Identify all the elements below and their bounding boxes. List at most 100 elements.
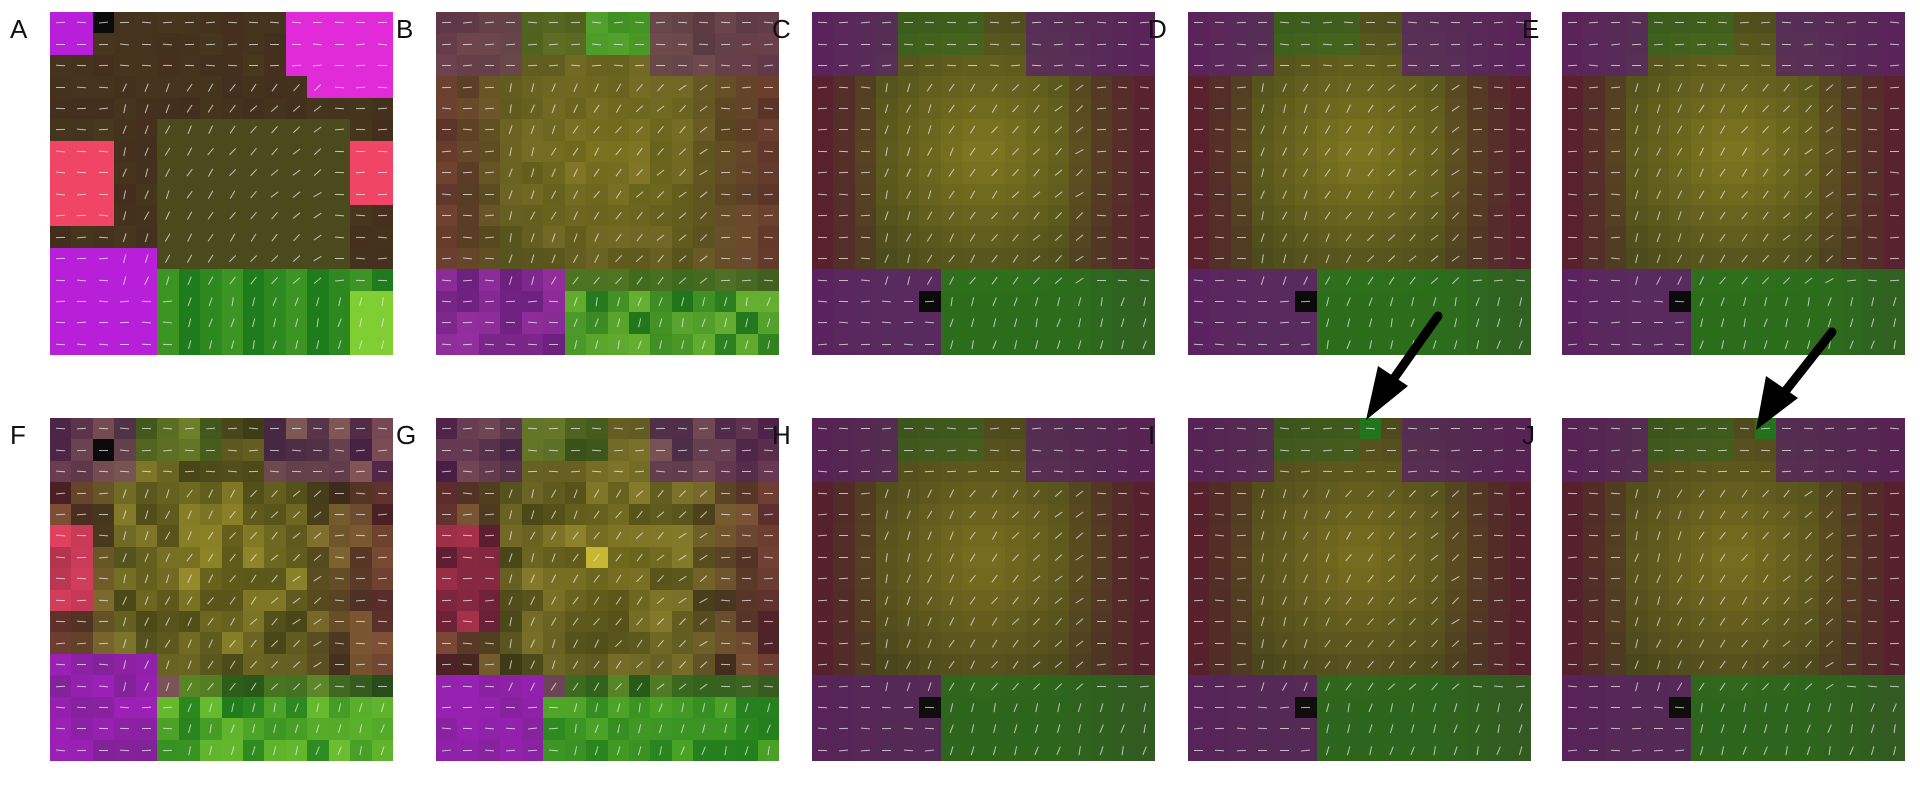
orientation-stroke bbox=[1388, 169, 1395, 176]
orientation-stroke bbox=[378, 578, 387, 580]
map-cell bbox=[876, 334, 897, 355]
map-cell bbox=[812, 632, 833, 653]
map-cell bbox=[833, 119, 854, 140]
orientation-stroke bbox=[1280, 728, 1289, 729]
map-cell bbox=[1295, 590, 1316, 611]
map-cell bbox=[650, 98, 671, 119]
map-cell bbox=[1069, 334, 1090, 355]
orientation-stroke bbox=[313, 43, 322, 45]
map-cell bbox=[672, 226, 693, 247]
map-cell bbox=[586, 226, 607, 247]
map-cell bbox=[1424, 547, 1445, 568]
map-cell bbox=[1295, 675, 1316, 696]
orientation-stroke bbox=[292, 597, 300, 603]
map-cell bbox=[93, 76, 114, 97]
map-cell bbox=[1048, 334, 1069, 355]
map-cell bbox=[812, 675, 833, 696]
orientation-stroke bbox=[1012, 618, 1020, 625]
map-cell bbox=[1338, 269, 1359, 290]
map-cell bbox=[307, 568, 328, 589]
orientation-stroke bbox=[295, 318, 298, 327]
map-cell bbox=[608, 461, 629, 482]
orientation-stroke bbox=[1782, 65, 1791, 66]
map-cell bbox=[1112, 611, 1133, 632]
map-cell bbox=[1048, 590, 1069, 611]
map-cell bbox=[1048, 226, 1069, 247]
orientation-stroke bbox=[1325, 682, 1330, 691]
panel-a-image bbox=[50, 12, 393, 355]
orientation-stroke bbox=[991, 212, 998, 219]
orientation-stroke bbox=[1783, 126, 1791, 133]
orientation-stroke bbox=[1430, 428, 1439, 429]
map-cell bbox=[179, 291, 200, 312]
map-cell bbox=[1091, 740, 1112, 761]
map-cell bbox=[1583, 291, 1604, 312]
map-cell bbox=[157, 418, 178, 439]
orientation-stroke bbox=[1826, 511, 1833, 518]
map-cell bbox=[629, 611, 650, 632]
map-cell bbox=[1112, 226, 1133, 247]
orientation-stroke bbox=[528, 43, 537, 45]
map-cell bbox=[941, 439, 962, 460]
map-cell bbox=[898, 226, 919, 247]
orientation-stroke bbox=[679, 212, 687, 219]
map-cell bbox=[372, 740, 393, 761]
orientation-stroke bbox=[1033, 191, 1041, 198]
map-cell bbox=[1424, 675, 1445, 696]
map-cell bbox=[286, 418, 307, 439]
orientation-stroke bbox=[1323, 428, 1332, 430]
orientation-stroke bbox=[882, 728, 891, 729]
map-cell bbox=[1734, 76, 1755, 97]
orientation-stroke bbox=[1347, 746, 1350, 755]
map-cell bbox=[1755, 547, 1776, 568]
map-cell bbox=[693, 205, 714, 226]
map-cell bbox=[1338, 334, 1359, 355]
orientation-stroke bbox=[927, 553, 932, 562]
map-cell bbox=[608, 718, 629, 739]
map-cell bbox=[1445, 12, 1466, 33]
map-cell bbox=[1069, 740, 1090, 761]
map-cell bbox=[329, 590, 350, 611]
map-cell bbox=[919, 675, 940, 696]
map-cell bbox=[543, 76, 564, 97]
map-cell bbox=[1488, 12, 1509, 33]
map-cell bbox=[1798, 162, 1819, 183]
orientation-stroke bbox=[1632, 344, 1641, 345]
orientation-stroke bbox=[1741, 126, 1748, 133]
orientation-stroke bbox=[638, 724, 641, 733]
map-cell bbox=[1005, 611, 1026, 632]
orientation-stroke bbox=[528, 22, 537, 24]
orientation-stroke bbox=[1301, 728, 1310, 729]
map-cell bbox=[1884, 12, 1905, 33]
orientation-stroke bbox=[1473, 664, 1482, 665]
orientation-stroke bbox=[293, 554, 300, 561]
map-cell bbox=[114, 482, 135, 503]
map-cell bbox=[329, 439, 350, 460]
orientation-stroke bbox=[166, 104, 170, 113]
orientation-stroke bbox=[463, 449, 472, 451]
map-cell bbox=[1712, 226, 1733, 247]
map-cell bbox=[1691, 525, 1712, 546]
map-cell bbox=[436, 76, 457, 97]
map-cell bbox=[500, 98, 521, 119]
orientation-stroke bbox=[335, 129, 344, 131]
map-cell bbox=[715, 76, 736, 97]
orientation-stroke bbox=[1473, 215, 1482, 217]
map-cell bbox=[1776, 12, 1797, 33]
map-cell bbox=[608, 119, 629, 140]
map-cell bbox=[1841, 334, 1862, 355]
map-cell bbox=[179, 334, 200, 355]
orientation-stroke bbox=[208, 276, 213, 285]
map-cell bbox=[1112, 141, 1133, 162]
orientation-stroke bbox=[1344, 450, 1353, 451]
map-cell bbox=[1252, 269, 1273, 290]
map-cell bbox=[693, 334, 714, 355]
orientation-stroke bbox=[1367, 169, 1374, 177]
map-cell bbox=[71, 184, 92, 205]
orientation-stroke bbox=[721, 44, 730, 45]
orientation-stroke bbox=[971, 703, 974, 712]
orientation-stroke bbox=[485, 172, 494, 174]
map-cell bbox=[1712, 248, 1733, 269]
map-cell bbox=[179, 226, 200, 247]
orientation-stroke bbox=[531, 510, 534, 519]
